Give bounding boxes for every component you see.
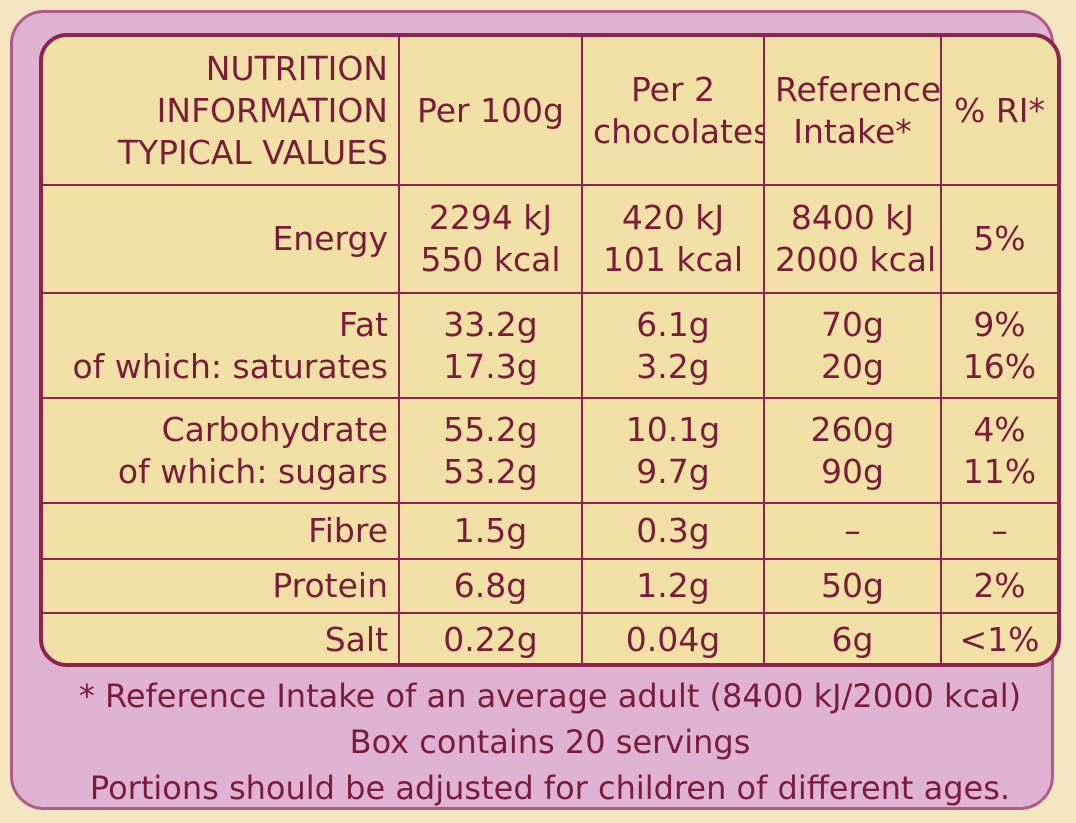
table-row-protein: Protein 6.8g 1.2g 50g 2% <box>43 558 1057 614</box>
row-label: Energy <box>43 184 400 294</box>
cell-ri: 70g 20g <box>763 292 942 399</box>
footer-servings-note: Box contains 20 servings <box>349 723 751 761</box>
cell-pct-ri: 5% <box>940 184 1057 294</box>
cell-pct-ri: 9% 16% <box>940 292 1057 399</box>
row-label: Fibre <box>43 502 400 560</box>
cell-per-100g: 2294 kJ 550 kcal <box>398 184 583 294</box>
cell-ri: 6g <box>763 612 942 663</box>
header-per-100g: Per 100g <box>398 37 583 186</box>
nutrition-table: NUTRITION INFORMATION TYPICAL VALUES Per… <box>43 37 1057 663</box>
row-label: Carbohydrate of which: sugars <box>43 397 400 504</box>
table-header-row: NUTRITION INFORMATION TYPICAL VALUES Per… <box>43 37 1057 186</box>
cell-per-2: 1.2g <box>581 558 765 614</box>
table-row-fibre: Fibre 1.5g 0.3g – – <box>43 502 1057 560</box>
row-label: Fat of which: saturates <box>43 292 400 399</box>
footer-portions-note: Portions should be adjusted for children… <box>89 769 1011 807</box>
cell-ri: 50g <box>763 558 942 614</box>
cell-per-2: 0.3g <box>581 502 765 560</box>
cell-per-100g: 55.2g 53.2g <box>398 397 583 504</box>
nutrition-table-container: NUTRITION INFORMATION TYPICAL VALUES Per… <box>39 33 1061 667</box>
cell-per-100g: 33.2g 17.3g <box>398 292 583 399</box>
table-row-energy: Energy 2294 kJ 550 kcal 420 kJ 101 kcal … <box>43 184 1057 294</box>
header-title: NUTRITION INFORMATION TYPICAL VALUES <box>43 37 400 186</box>
cell-per-100g: 6.8g <box>398 558 583 614</box>
cell-per-2: 0.04g <box>581 612 765 663</box>
footer-reference-note: * Reference Intake of an average adult (… <box>78 677 1022 715</box>
cell-ri: 8400 kJ 2000 kcal <box>763 184 942 294</box>
footer-notes: * Reference Intake of an average adult (… <box>39 673 1061 811</box>
nutrition-label-panel: NUTRITION INFORMATION TYPICAL VALUES Per… <box>10 10 1061 810</box>
cell-pct-ri: 2% <box>940 558 1057 614</box>
cell-ri: 260g 90g <box>763 397 942 504</box>
header-per-2-chocolates: Per 2 chocolates <box>581 37 765 186</box>
cell-ri: – <box>763 502 942 560</box>
row-label: Protein <box>43 558 400 614</box>
cell-per-100g: 1.5g <box>398 502 583 560</box>
header-reference-intake: Reference Intake* <box>763 37 942 186</box>
cell-per-2: 6.1g 3.2g <box>581 292 765 399</box>
table-row-carbohydrate: Carbohydrate of which: sugars 55.2g 53.2… <box>43 397 1057 504</box>
cell-pct-ri: <1% <box>940 612 1057 663</box>
table-row-salt: Salt 0.22g 0.04g 6g <1% <box>43 612 1057 663</box>
cell-per-100g: 0.22g <box>398 612 583 663</box>
cell-pct-ri: 4% 11% <box>940 397 1057 504</box>
header-percent-ri: % RI* <box>940 37 1057 186</box>
table-row-fat: Fat of which: saturates 33.2g 17.3g 6.1g… <box>43 292 1057 399</box>
cell-pct-ri: – <box>940 502 1057 560</box>
row-label: Salt <box>43 612 400 663</box>
cell-per-2: 420 kJ 101 kcal <box>581 184 765 294</box>
cell-per-2: 10.1g 9.7g <box>581 397 765 504</box>
